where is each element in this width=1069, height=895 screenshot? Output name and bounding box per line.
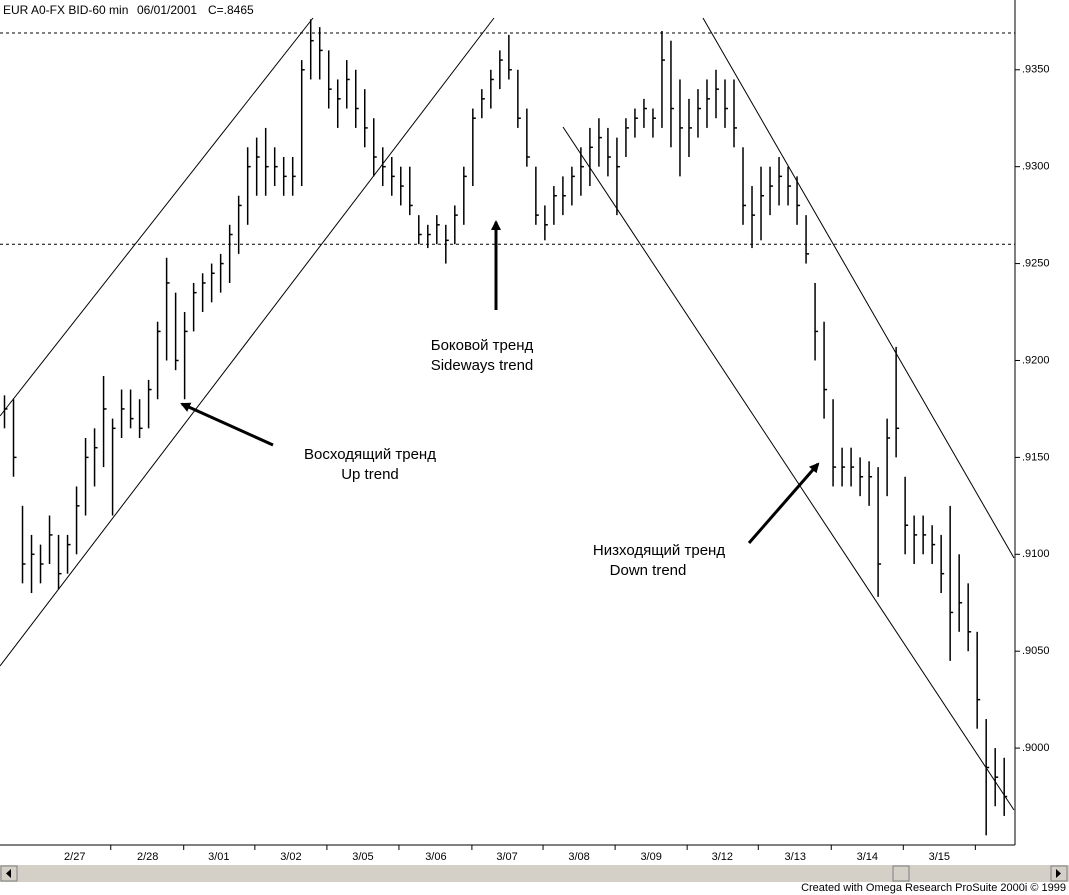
x-tick-label: 3/13: [785, 851, 806, 863]
marks: [0, 19, 1015, 836]
y-tick-label: .9000: [1022, 742, 1050, 754]
trend-line: [562, 126, 1015, 811]
x-tick-label: 3/06: [425, 851, 446, 863]
x-tick-label: 3/14: [857, 851, 878, 863]
x-tick-label: 3/15: [929, 851, 950, 863]
annotation: Down trend: [610, 562, 687, 579]
x-tick-label: 3/01: [208, 851, 229, 863]
y-tick-label: .9200: [1022, 354, 1050, 366]
last-close: C=.8465: [208, 3, 254, 17]
x-tick-label: 2/28: [137, 851, 158, 863]
x-tick-label: 3/05: [352, 851, 373, 863]
arrow: [180, 402, 274, 447]
x-tick-label: 3/02: [280, 851, 301, 863]
x-tick-label: 3/12: [712, 851, 733, 863]
x-tick-label: 2/27: [64, 851, 85, 863]
y-tick-label: .9250: [1022, 257, 1050, 269]
trend-line: [702, 17, 1015, 559]
trend-line: [0, 17, 495, 667]
trend-line: [0, 17, 314, 417]
x-tick-label: 3/07: [496, 851, 517, 863]
scroll-left-icon: [6, 869, 11, 878]
annotation: Низходящий тренд: [593, 542, 725, 559]
trend-lines: [0, 17, 1015, 811]
header-bg: [0, 2, 262, 20]
chart-title: EUR A0-FX BID-60 min: [3, 3, 128, 17]
y-tick-label: .9150: [1022, 451, 1050, 463]
y-tick-label: .9100: [1022, 548, 1050, 560]
annotation: Восходящий тренд: [304, 446, 436, 463]
scrollbar[interactable]: [0, 865, 1069, 882]
scroll-track: [0, 865, 1069, 882]
scroll-thumb[interactable]: [892, 865, 910, 882]
arrow: [747, 462, 820, 544]
annotation: Up trend: [341, 466, 399, 483]
scroll-right-icon: [1056, 869, 1061, 878]
credit: Created with Omega Research ProSuite 200…: [801, 882, 1066, 894]
arrows: [180, 220, 820, 544]
chart-date: 06/01/2001: [137, 3, 197, 17]
y-tick-label: .9050: [1022, 645, 1050, 657]
y-tick-label: .9350: [1022, 64, 1050, 76]
annotation: Sideways trend: [431, 357, 534, 374]
x-tick-label: 3/08: [568, 851, 589, 863]
annotation: Боковой тренд: [431, 337, 534, 354]
y-tick-label: .9300: [1022, 161, 1050, 173]
x-tick-label: 3/09: [640, 851, 661, 863]
